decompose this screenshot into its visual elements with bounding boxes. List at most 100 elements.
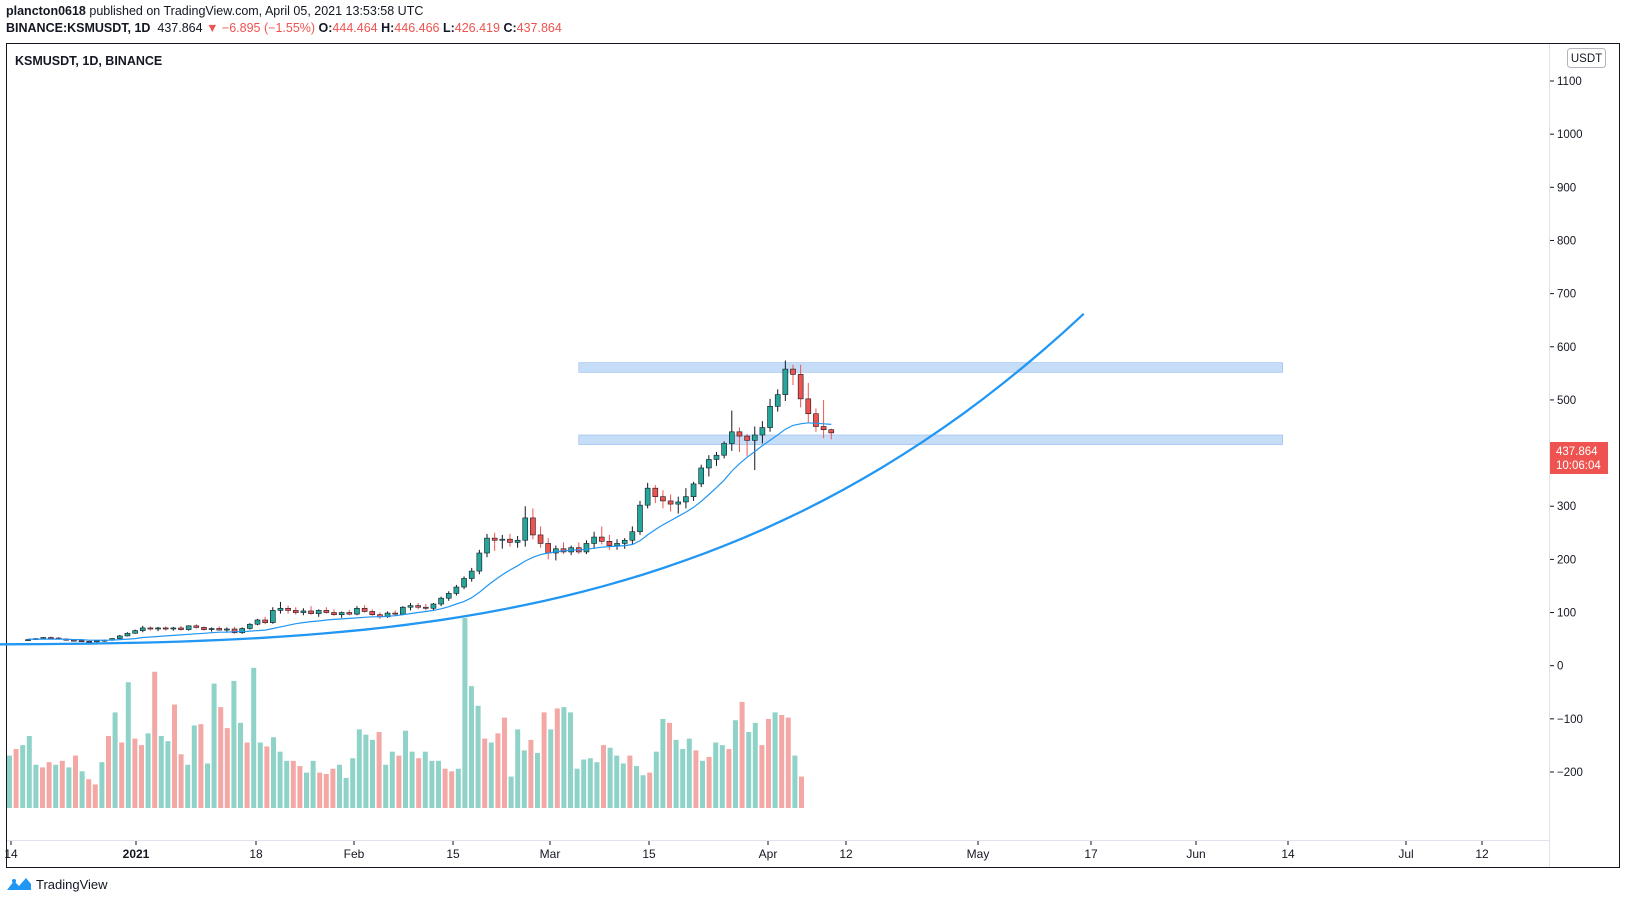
x-tick-label: 15 <box>642 847 656 861</box>
y-tick-label: 100 <box>1557 608 1576 620</box>
volume-bar <box>271 737 276 808</box>
y-tick-label: 500 <box>1557 395 1576 407</box>
volume-bar <box>46 762 52 808</box>
volume-bar <box>673 739 679 808</box>
volume-bar <box>337 764 342 808</box>
candle-up <box>514 539 521 543</box>
candle-up <box>438 597 444 605</box>
volume-bar <box>719 745 725 808</box>
volume-bar <box>244 742 250 808</box>
price-axis[interactable]: 110010009008007006005004003002001000−100… <box>1550 76 1583 779</box>
candle-up <box>621 539 628 544</box>
price-tag: 437.864 10:06:04 <box>1550 442 1608 474</box>
candle-down <box>346 612 353 615</box>
y-tick-label: 0 <box>1557 661 1563 673</box>
volume-bar <box>277 751 283 808</box>
volume-bar <box>488 742 494 808</box>
candle-down <box>231 628 238 634</box>
candle-down <box>790 368 796 375</box>
volume-bar <box>257 742 263 808</box>
y-tick-label: 700 <box>1557 289 1576 301</box>
volume-bar <box>158 735 164 808</box>
x-tick-label: 18 <box>249 847 263 861</box>
volume-bar <box>59 760 65 808</box>
candle-down <box>491 537 498 541</box>
candle-down <box>606 541 613 546</box>
candle-down <box>308 610 314 614</box>
volume-bar <box>686 738 692 808</box>
candle-up <box>224 628 230 631</box>
currency-label: USDT <box>1571 53 1602 65</box>
open-label: O: <box>318 21 333 35</box>
candle-up <box>759 427 766 436</box>
published-text: published on TradingView.com, April 05, … <box>85 4 424 18</box>
candles-layer <box>25 360 835 643</box>
candle-down <box>178 627 184 630</box>
volume-bar <box>713 742 719 808</box>
candle-up <box>407 605 414 608</box>
candle-up <box>155 627 161 630</box>
volume-bar <box>350 758 356 808</box>
y-tick-label: 300 <box>1557 501 1576 513</box>
candle-up <box>94 640 100 643</box>
footer-brand[interactable]: TradingView <box>6 876 108 892</box>
candle-down <box>71 639 77 642</box>
candle-up <box>277 607 284 611</box>
candle-down <box>813 413 819 427</box>
candle-up <box>782 368 789 395</box>
candle-down <box>201 627 207 630</box>
candle-up <box>484 537 490 554</box>
volume-bar <box>99 762 105 808</box>
candle-up <box>453 586 460 594</box>
volume-bar <box>475 705 481 808</box>
volume-bar <box>561 707 567 808</box>
volume-bar <box>211 683 217 808</box>
volume-bar <box>304 772 309 808</box>
volume-bar <box>634 766 639 808</box>
volume-bar <box>601 745 606 808</box>
close-value: 437.864 <box>516 21 562 35</box>
volume-bar <box>548 729 554 808</box>
volume-bar <box>79 771 85 808</box>
volume-bar <box>290 760 296 808</box>
candle-up <box>338 612 345 615</box>
volume-bar <box>436 760 441 808</box>
candle-down <box>744 435 750 441</box>
candle-up <box>774 394 781 407</box>
volume-bar <box>264 746 270 808</box>
volume-bar <box>746 732 752 808</box>
candle-up <box>139 627 146 631</box>
candle-down <box>828 429 835 434</box>
candle-up <box>117 635 123 639</box>
volume-bar <box>587 758 593 808</box>
candle-up <box>637 504 643 533</box>
close-label: C: <box>503 21 517 35</box>
volume-bar <box>653 751 659 808</box>
volume-bar <box>125 682 131 808</box>
volume-bar <box>779 714 785 808</box>
high-label: H: <box>381 21 395 35</box>
volume-bar <box>33 764 39 808</box>
candle-up <box>698 467 705 485</box>
volume-bar <box>20 745 26 808</box>
volume-bar <box>409 751 415 808</box>
candle-down <box>537 534 544 544</box>
candle-down <box>323 610 330 613</box>
volume-bar <box>700 760 705 808</box>
volume-bar <box>640 775 646 808</box>
x-tick-label: 12 <box>839 847 853 861</box>
currency-box[interactable] <box>1567 48 1606 68</box>
volume-bar <box>86 779 92 808</box>
volume-bar <box>231 680 237 808</box>
volume-bar <box>554 708 560 808</box>
volume-bar <box>627 755 633 808</box>
x-tick-label: 2021 <box>123 847 150 861</box>
volume-bar <box>376 732 382 808</box>
x-tick-label: May <box>967 847 990 861</box>
time-axis[interactable]: 14 2021 18 Feb 15 Mar 15 Apr 12 May 17 Jun 14 Jul 12 <box>4 841 1489 861</box>
candle-up <box>522 517 529 541</box>
author-name[interactable]: plancton0618 <box>6 4 86 18</box>
volume-bar <box>363 734 369 808</box>
volume-bar <box>521 750 527 808</box>
